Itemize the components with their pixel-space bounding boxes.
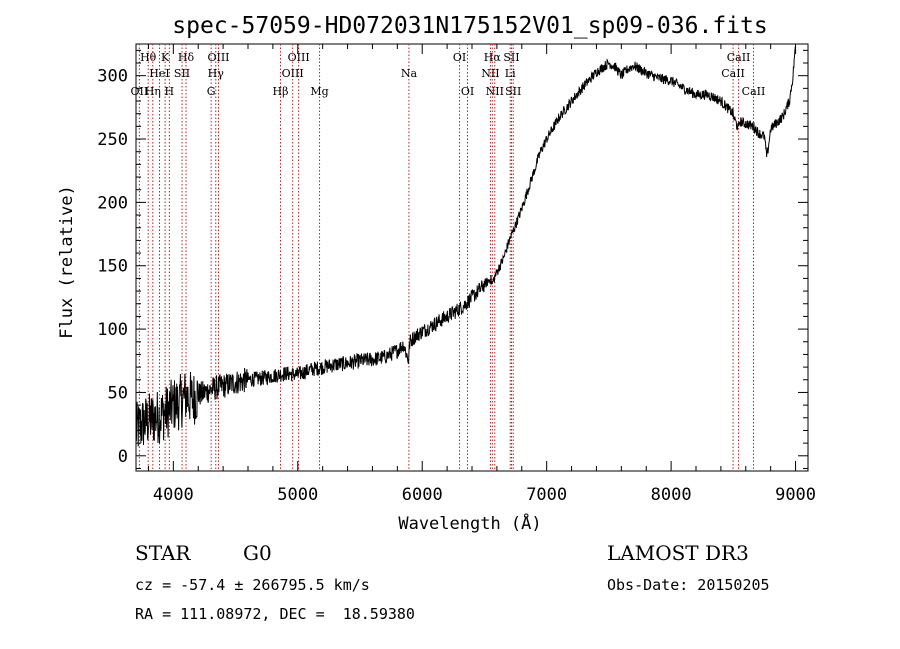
observation-date: Obs-Date: 20150205 bbox=[607, 576, 770, 594]
line-label-3: HeI bbox=[149, 67, 169, 80]
line-label-22: Li bbox=[505, 67, 516, 80]
y-tick-label-1: 50 bbox=[108, 383, 128, 403]
line-label-17: OI bbox=[461, 85, 474, 98]
y-tick-label-2: 100 bbox=[97, 320, 128, 340]
line-label-13: OIII bbox=[282, 67, 304, 80]
line-label-25: CaII bbox=[721, 67, 745, 80]
line-label-6: SII bbox=[174, 67, 190, 80]
line-label-15: Na bbox=[401, 67, 418, 80]
line-label-21: SII bbox=[503, 51, 519, 64]
x-tick-label-4: 8000 bbox=[651, 485, 692, 505]
x-tick-label-1: 5000 bbox=[277, 485, 318, 505]
line-label-20: NII bbox=[486, 85, 504, 98]
ra-dec-coordinates: RA = 111.08972, DEC = 18.59380 bbox=[135, 605, 415, 623]
line-label-7: Hδ bbox=[178, 51, 195, 64]
line-label-12: OIII bbox=[288, 51, 310, 64]
x-tick-label-2: 6000 bbox=[402, 485, 443, 505]
x-tick-label-0: 4000 bbox=[153, 485, 194, 505]
line-label-18: Hα bbox=[484, 51, 502, 64]
line-label-9: Hγ bbox=[208, 67, 225, 80]
line-label-26: CaII bbox=[742, 85, 766, 98]
y-tick-label-6: 300 bbox=[97, 67, 128, 87]
line-label-0: Hθ bbox=[140, 51, 157, 64]
object-subclass: G0 bbox=[243, 541, 272, 565]
line-label-4: K bbox=[161, 51, 170, 64]
object-class: STAR bbox=[135, 541, 191, 565]
line-label-1: OII bbox=[131, 85, 149, 98]
line-label-16: OI bbox=[453, 51, 466, 64]
line-label-14: Mg bbox=[310, 85, 328, 98]
x-tick-label-5: 9000 bbox=[775, 485, 816, 505]
line-label-8: OIII bbox=[207, 51, 229, 64]
plot-frame bbox=[135, 43, 809, 472]
spectrum-series-line bbox=[135, 46, 796, 447]
survey-name: LAMOST DR3 bbox=[607, 541, 749, 565]
line-label-2: Hη bbox=[145, 85, 161, 98]
y-tick-label-0: 0 bbox=[118, 447, 128, 467]
y-tick-label-5: 250 bbox=[97, 130, 128, 150]
line-label-24: CaII bbox=[727, 51, 751, 64]
line-label-5: H bbox=[165, 85, 175, 98]
spectral-line-markers bbox=[138, 44, 754, 471]
line-label-11: Hβ bbox=[273, 85, 289, 98]
redshift-cz: cz = -57.4 ± 266795.5 km/s bbox=[135, 576, 370, 594]
line-label-10: G bbox=[207, 85, 216, 98]
x-axis-label: Wavelength (Å) bbox=[398, 512, 541, 534]
y-tick-label-4: 200 bbox=[97, 193, 128, 213]
x-axis-ticks: 4000 5000 6000 7000 8000 9000 bbox=[147, 44, 816, 505]
chart-title: spec-57059-HD072031N175152V01_sp09-036.f… bbox=[172, 13, 767, 39]
y-axis-label: Flux (relative) bbox=[57, 185, 77, 339]
line-label-19: NII bbox=[481, 67, 499, 80]
x-tick-label-3: 7000 bbox=[526, 485, 567, 505]
y-tick-label-3: 150 bbox=[97, 257, 128, 277]
y-axis-ticks: 0 50 100 150 200 250 300 bbox=[97, 49, 808, 469]
line-label-23: SII bbox=[505, 85, 521, 98]
